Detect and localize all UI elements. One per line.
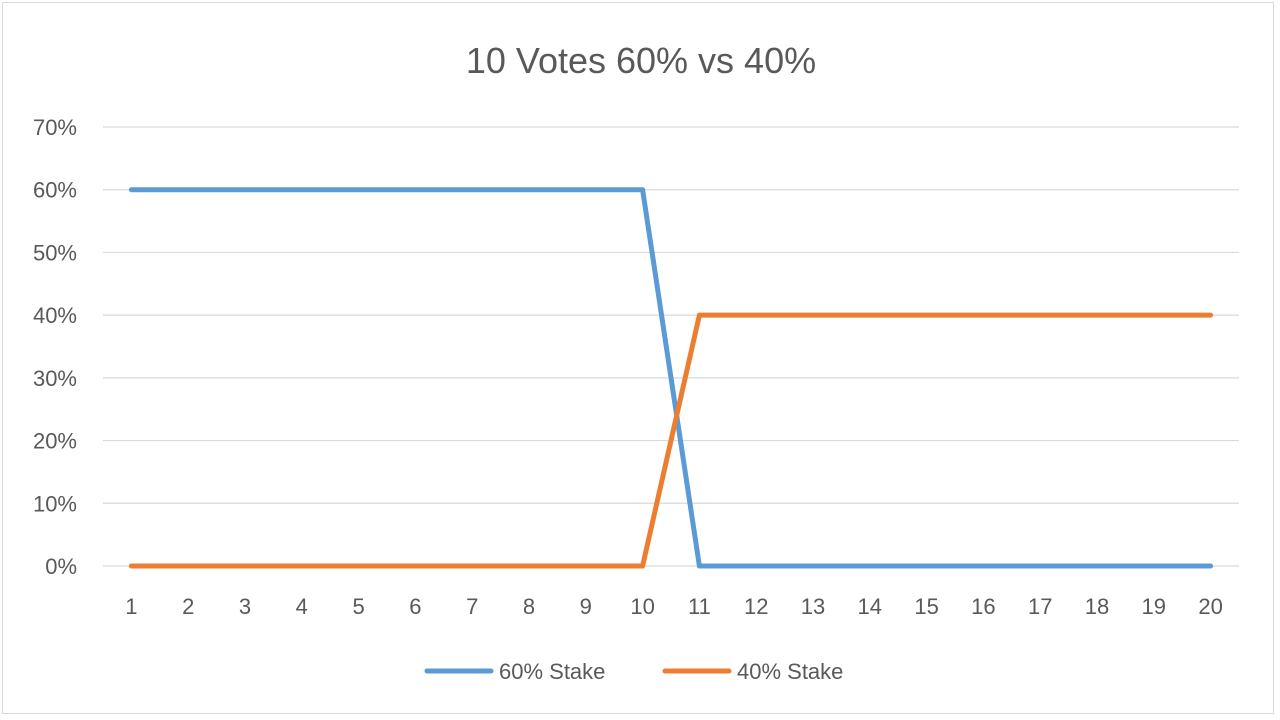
x-tick-label: 19 — [1142, 594, 1166, 619]
x-axis-ticks: 1 2 3 4 5 6 7 8 9 10 11 12 13 14 15 16 17 18 19 20 — [125, 594, 1223, 619]
x-tick-label: 1 — [125, 594, 137, 619]
series-lines — [128, 187, 1214, 569]
x-tick-label: 18 — [1085, 594, 1109, 619]
x-tick-label: 6 — [409, 594, 421, 619]
legend: 60% Stake 40% Stake — [424, 659, 843, 684]
series-line-1 — [128, 187, 1214, 569]
y-tick-label: 30% — [33, 366, 77, 391]
x-tick-label: 13 — [801, 594, 825, 619]
x-tick-label: 16 — [971, 594, 995, 619]
x-tick-label: 3 — [239, 594, 251, 619]
y-tick-label: 60% — [33, 178, 77, 203]
y-tick-label: 20% — [33, 429, 77, 454]
x-tick-label: 7 — [466, 594, 478, 619]
gridlines — [103, 126, 1239, 567]
y-tick-label: 50% — [33, 240, 77, 265]
x-tick-label: 5 — [352, 594, 364, 619]
x-tick-label: 9 — [580, 594, 592, 619]
x-tick-label: 10 — [630, 594, 654, 619]
y-tick-label: 10% — [33, 491, 77, 516]
y-tick-label: 70% — [33, 115, 77, 140]
x-tick-label: 11 — [688, 594, 711, 619]
x-tick-label: 17 — [1028, 594, 1052, 619]
x-tick-label: 20 — [1198, 594, 1222, 619]
y-tick-label: 40% — [33, 303, 77, 328]
x-tick-label: 2 — [182, 594, 194, 619]
x-tick-label: 14 — [858, 594, 882, 619]
legend-label-2: 40% Stake — [737, 659, 843, 684]
series-line-2 — [128, 312, 1214, 569]
line-chart: 10 Votes 60% vs 40% 0%10%20%30%40%50%60%… — [33, 40, 1239, 684]
legend-label-1: 60% Stake — [499, 659, 605, 684]
y-axis-ticks: 0% 10% 20% 30% 40% 50% 60% 70% — [33, 115, 77, 579]
x-tick-label: 8 — [523, 594, 535, 619]
x-tick-label: 15 — [914, 594, 938, 619]
x-tick-label: 4 — [296, 594, 308, 619]
x-tick-label: 12 — [744, 594, 768, 619]
chart-title: 10 Votes 60% vs 40% — [466, 40, 816, 81]
y-tick-label: 0% — [45, 554, 77, 579]
